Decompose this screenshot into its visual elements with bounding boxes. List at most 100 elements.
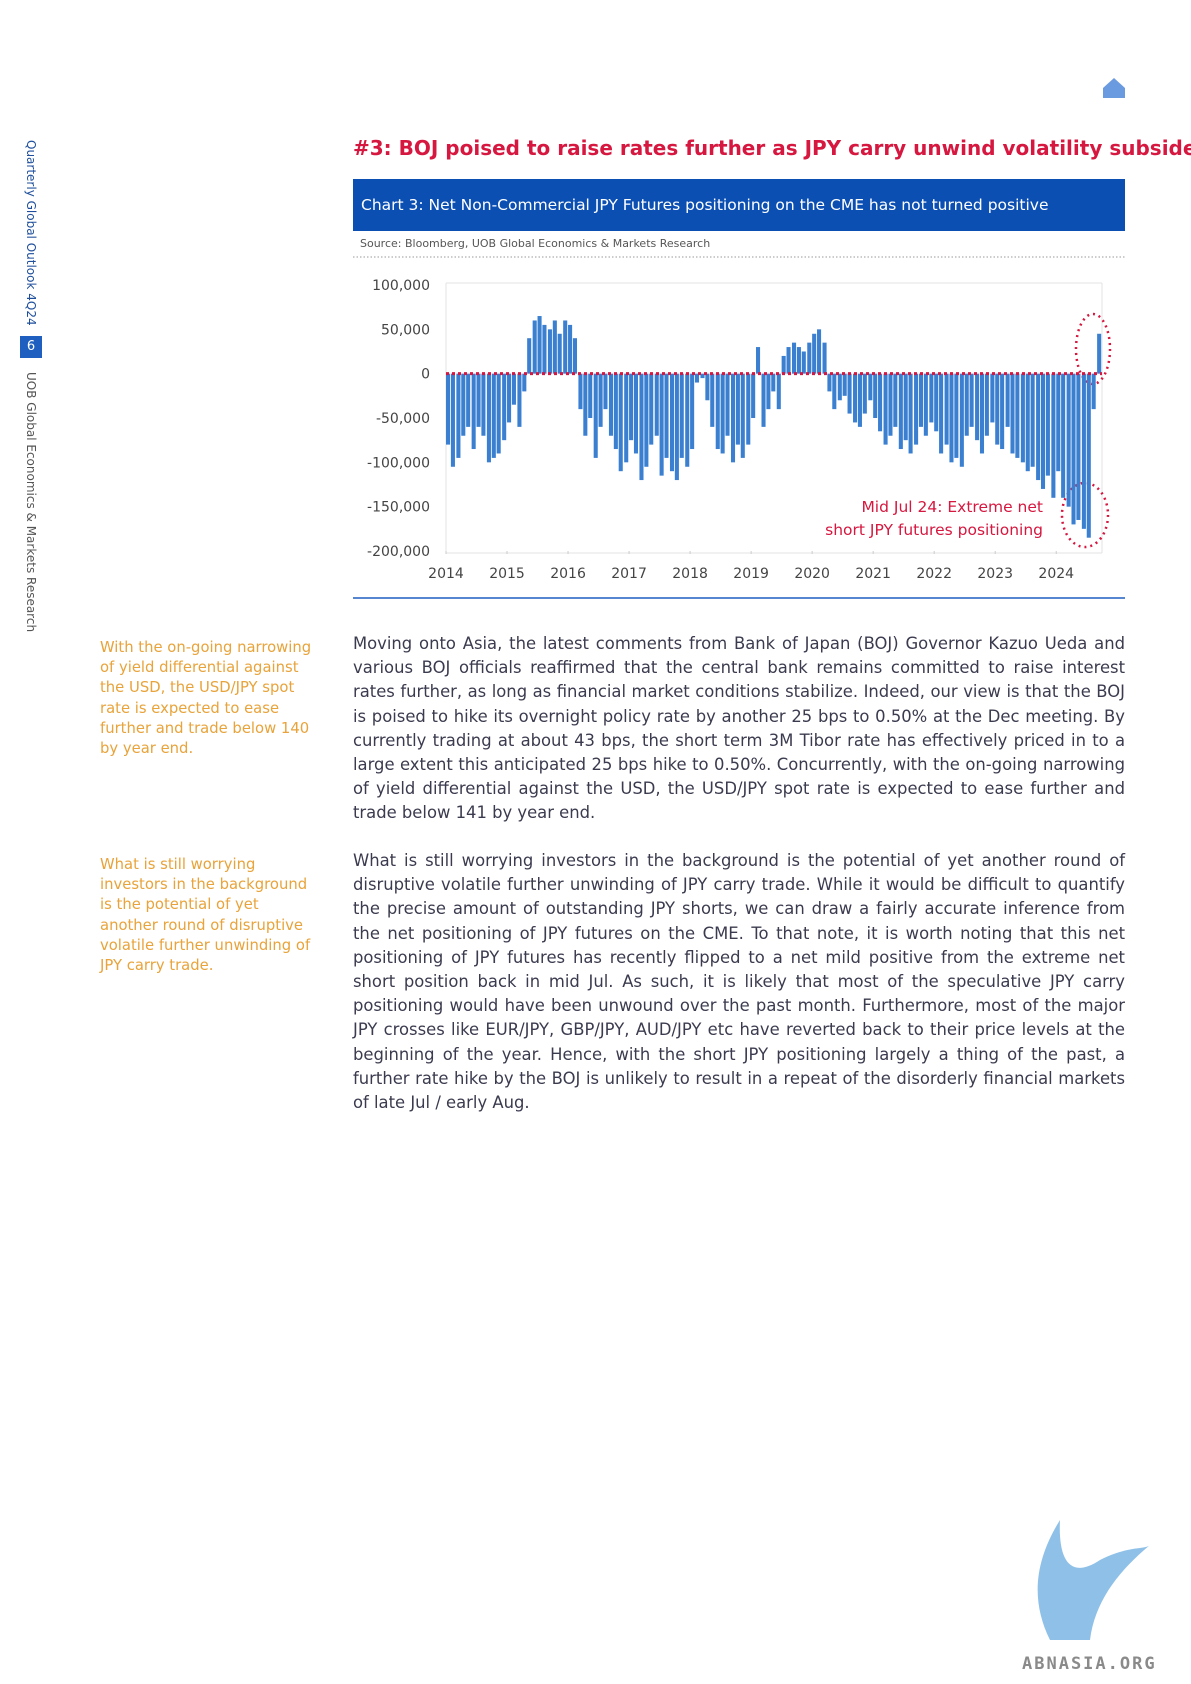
bar — [792, 342, 797, 374]
bar — [486, 373, 491, 463]
highlight-circle — [1060, 481, 1110, 549]
bar — [649, 373, 654, 445]
bar — [939, 373, 944, 454]
watermark: ABNASIA.ORG — [1022, 1654, 1157, 1674]
bar — [481, 373, 486, 436]
bar — [700, 373, 705, 379]
bar — [690, 373, 695, 450]
bar — [446, 373, 451, 445]
paragraph: Moving onto Asia, the latest comments fr… — [353, 634, 1125, 823]
bar — [502, 373, 507, 441]
bar — [1020, 373, 1025, 463]
bar — [496, 373, 501, 454]
x-tick-label: 2016 — [550, 566, 586, 582]
bar — [984, 373, 989, 436]
highlight-circle — [1074, 312, 1112, 386]
x-tick-label: 2018 — [672, 566, 708, 582]
bar — [807, 342, 812, 374]
bar — [456, 373, 461, 458]
x-tick-label: 2024 — [1038, 566, 1074, 582]
section-title: #3: BOJ poised to raise rates further as… — [353, 136, 1191, 160]
page-number: 6 — [20, 336, 42, 358]
bar — [1010, 373, 1015, 454]
bar — [644, 373, 649, 467]
bar — [578, 373, 583, 410]
annotation: Mid Jul 24: Extreme net — [861, 498, 1043, 516]
y-tick-label: 100,000 — [372, 278, 430, 294]
bar — [908, 373, 913, 454]
bar — [888, 373, 893, 436]
bar — [959, 373, 964, 467]
bar — [685, 373, 690, 467]
bar — [883, 373, 888, 445]
y-tick-label: 0 — [421, 367, 430, 383]
bar — [1066, 373, 1071, 507]
bar — [1045, 373, 1050, 476]
bar — [873, 373, 878, 418]
y-tick-label: -200,000 — [367, 544, 430, 560]
bar — [949, 373, 954, 463]
bar — [1086, 373, 1091, 538]
bar — [679, 373, 684, 458]
bar — [898, 373, 903, 450]
bar — [507, 373, 512, 423]
bar — [1056, 373, 1061, 472]
bar — [812, 333, 817, 374]
bar — [893, 373, 898, 427]
bar — [563, 320, 568, 374]
bar — [853, 373, 858, 423]
bar — [822, 342, 827, 374]
x-tick-label: 2019 — [733, 566, 769, 582]
bar — [827, 373, 832, 392]
bar — [1030, 373, 1035, 467]
x-tick-label: 2020 — [794, 566, 830, 582]
bar — [588, 373, 593, 418]
bar — [461, 373, 466, 436]
bar — [542, 324, 547, 374]
bar — [476, 373, 481, 427]
bar — [674, 373, 679, 481]
bar — [491, 373, 496, 458]
bar — [903, 373, 908, 441]
bar — [990, 373, 995, 423]
bar — [664, 373, 669, 458]
home-icon[interactable] — [1103, 78, 1125, 98]
bar — [466, 373, 471, 427]
bar — [746, 373, 751, 445]
bar — [755, 347, 761, 374]
x-tick-label: 2021 — [855, 566, 891, 582]
bar — [832, 373, 837, 410]
bar — [979, 373, 985, 454]
bar — [568, 324, 573, 374]
bar — [918, 373, 923, 427]
bar — [511, 373, 516, 405]
bar — [1025, 373, 1030, 472]
bar — [1015, 373, 1020, 458]
bar — [914, 373, 919, 445]
bar — [730, 373, 736, 463]
bar — [705, 373, 710, 401]
bar — [969, 373, 974, 427]
bar — [624, 373, 629, 463]
bar — [796, 347, 801, 374]
bar — [654, 373, 659, 436]
bar — [771, 373, 776, 392]
bar — [964, 373, 969, 436]
bar — [572, 338, 577, 374]
bar — [801, 351, 806, 374]
bar — [471, 373, 476, 450]
publication-name: Quarterly Global Outlook 4Q24 — [24, 140, 38, 326]
bar — [1005, 373, 1010, 427]
bar — [1091, 373, 1096, 410]
bar — [633, 373, 639, 454]
bar — [817, 329, 822, 374]
chart-source: Source: Bloomberg, UOB Global Economics … — [360, 237, 711, 250]
bar — [603, 373, 608, 410]
bar — [878, 373, 883, 432]
bar — [1061, 373, 1066, 498]
side-note: What is still worrying investors in the … — [100, 856, 311, 975]
bar — [1036, 373, 1041, 481]
bar — [776, 373, 781, 410]
bar — [517, 373, 522, 427]
